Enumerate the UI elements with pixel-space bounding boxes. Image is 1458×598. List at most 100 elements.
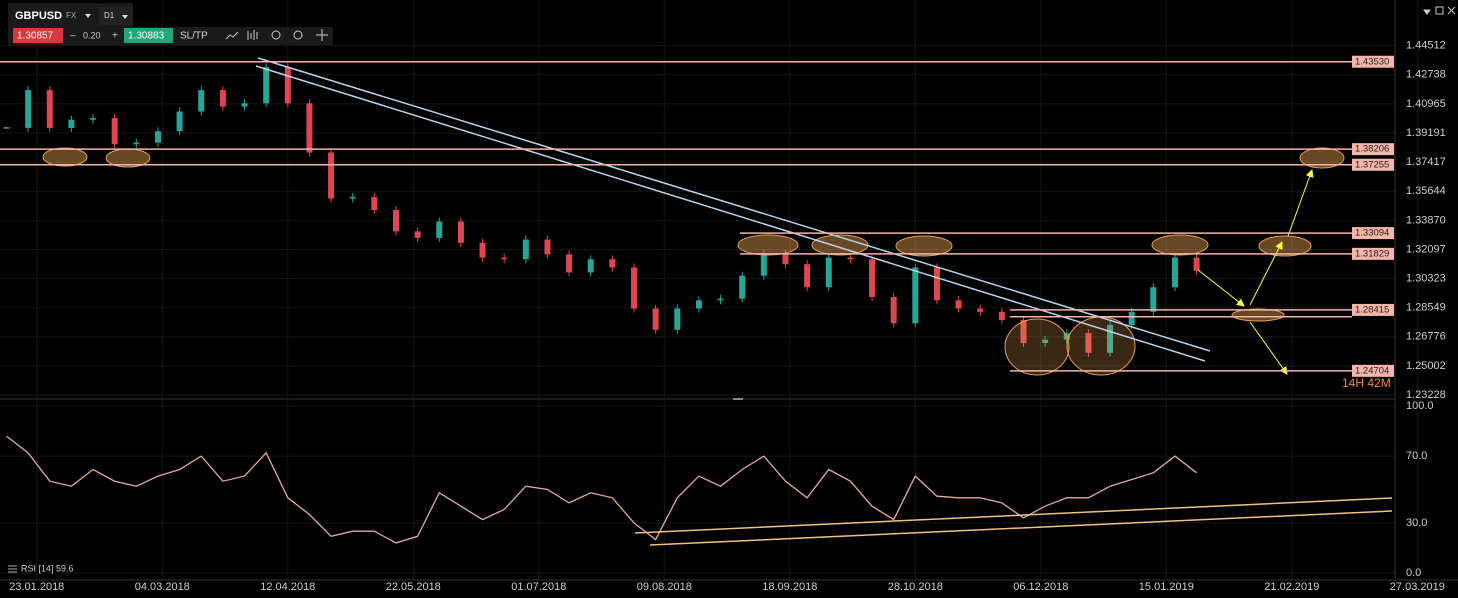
candle: [241, 103, 248, 107]
candle: [739, 275, 746, 299]
candle: [436, 221, 443, 238]
window-max[interactable]: [1435, 6, 1444, 15]
x-tick-label: 06.12.2018: [1013, 581, 1068, 593]
window-controls: [1423, 6, 1456, 15]
toolbar: GBPUSD FX D1 1.30857 – 0.20 + 1.30883 SL…: [8, 3, 333, 45]
candle: [1020, 320, 1027, 343]
candle: [695, 300, 702, 309]
candle: [566, 254, 573, 273]
candle: [176, 111, 183, 132]
y-tick-label: 1.32097: [1406, 243, 1446, 255]
candle: [111, 118, 118, 145]
timeframe[interactable]: D1: [104, 11, 115, 20]
candle: [25, 90, 32, 128]
ellipse: [1004, 318, 1070, 376]
trendline: [634, 497, 1393, 534]
trendline: [649, 510, 1393, 546]
bid-box[interactable]: [13, 28, 63, 43]
candle: [587, 259, 594, 273]
level-label: 1.38206: [1355, 144, 1389, 155]
ask-box[interactable]: [124, 28, 173, 43]
candle: [263, 67, 270, 104]
market: FX: [66, 11, 77, 20]
dropdown[interactable]: [122, 15, 128, 19]
candle: [717, 298, 724, 301]
icon-zoom-in[interactable]: [293, 30, 303, 40]
candle: [955, 300, 962, 309]
icon-candles[interactable]: [247, 30, 258, 40]
window-close[interactable]: [1447, 6, 1456, 15]
x-tick-label: 27.03.2019: [1390, 581, 1445, 593]
y-tick-label: 1.42738: [1406, 69, 1446, 81]
candle: [933, 267, 940, 301]
y-tick-label: 1.35644: [1406, 185, 1446, 197]
x-tick-label: 22.05.2018: [386, 581, 441, 593]
rsi-trendlines: [634, 497, 1393, 546]
arrow: [1249, 321, 1288, 375]
ellipse: [1258, 235, 1312, 257]
candle: [998, 311, 1005, 321]
candle: [1042, 339, 1049, 343]
trendline: [255, 65, 1206, 362]
candle: [392, 210, 399, 232]
candle: [674, 308, 681, 330]
ask[interactable]: 1.30883: [128, 31, 165, 42]
sltp[interactable]: SL/TP: [180, 31, 208, 42]
candle: [652, 308, 659, 330]
candle: [457, 221, 464, 243]
y-tick-label: 1.44512: [1406, 40, 1446, 52]
candle: [371, 196, 378, 211]
y-tick-label: 1.23228: [1406, 389, 1446, 401]
candle: [869, 259, 876, 298]
icon-move[interactable]: [316, 29, 328, 41]
level-label-box: [1352, 55, 1394, 68]
arrow: [1249, 241, 1283, 306]
candle: [1085, 333, 1092, 353]
plus: +: [112, 31, 118, 42]
candle: [1128, 311, 1135, 325]
timeframe-box[interactable]: [99, 7, 133, 25]
level-label: 1.37255: [1355, 159, 1389, 170]
icon-line[interactable]: [225, 31, 239, 40]
y-tick-label: 1.25002: [1406, 360, 1446, 372]
level-label: 1.33094: [1355, 228, 1389, 239]
splitter[interactable]: [733, 398, 743, 400]
candle: [522, 239, 529, 260]
x-tick-label: 12.04.2018: [260, 581, 315, 593]
level-label-box: [1352, 303, 1394, 316]
candle: [306, 103, 313, 153]
y-tick-label: 0.0: [1406, 567, 1421, 579]
y-tick-label: 1.26776: [1406, 331, 1446, 343]
ellipse: [1151, 234, 1209, 256]
icon-zoom-out[interactable]: [271, 30, 281, 40]
candle: [501, 257, 508, 260]
dropdown[interactable]: [85, 14, 91, 18]
ellipse: [1231, 308, 1285, 322]
toolbar-bg: [133, 27, 333, 45]
rsi-line: [6, 435, 1197, 544]
candle: [609, 259, 616, 268]
level-label-box: [1352, 364, 1394, 377]
level-label-box: [1352, 158, 1394, 171]
window-menu[interactable]: [1423, 9, 1431, 15]
arrow: [1287, 169, 1314, 237]
annotations: [42, 147, 1345, 376]
y-tick-label: 100.0: [1406, 400, 1434, 412]
candle: [219, 90, 226, 107]
level-label-box: [1352, 227, 1394, 240]
candle: [133, 142, 140, 145]
rsi-menu[interactable]: [8, 565, 17, 573]
candle: [804, 264, 811, 288]
level-label: 1.43530: [1355, 56, 1389, 67]
candle: [349, 196, 356, 199]
symbol[interactable]: GBPUSD: [15, 10, 62, 22]
y-tick-label: 1.30323: [1406, 272, 1446, 284]
x-tick-label: 15.01.2019: [1139, 581, 1194, 593]
level-label: 1.31829: [1355, 248, 1389, 259]
bid[interactable]: 1.30857: [17, 31, 54, 42]
candle: [284, 67, 291, 104]
candle: [760, 254, 767, 276]
